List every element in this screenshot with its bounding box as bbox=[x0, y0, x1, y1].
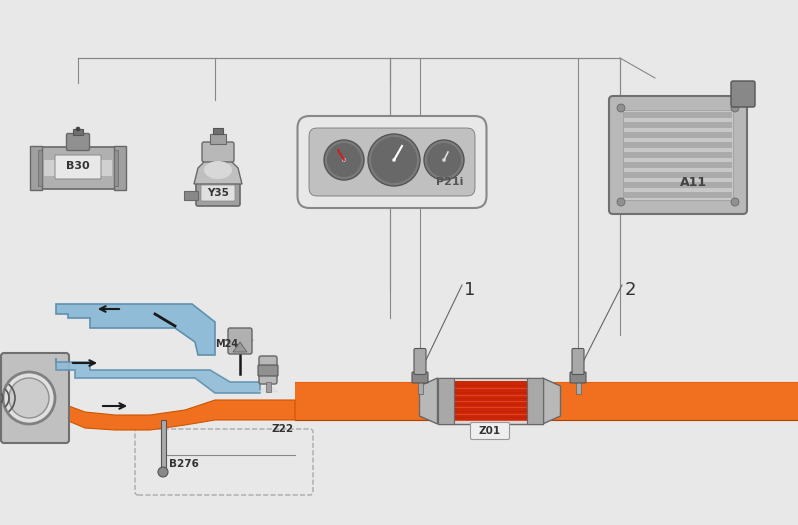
Text: Z22: Z22 bbox=[272, 424, 294, 434]
Bar bbox=[623, 110, 733, 200]
Bar bbox=[213, 128, 223, 134]
Bar bbox=[295, 382, 798, 420]
Circle shape bbox=[342, 158, 346, 162]
Text: Z01: Z01 bbox=[479, 426, 501, 436]
Bar bbox=[624, 142, 732, 148]
FancyBboxPatch shape bbox=[572, 349, 584, 374]
FancyBboxPatch shape bbox=[201, 185, 235, 201]
Bar bbox=[624, 172, 732, 178]
Bar bbox=[624, 162, 732, 168]
Text: A11: A11 bbox=[679, 176, 706, 190]
Polygon shape bbox=[258, 384, 278, 392]
Bar bbox=[184, 191, 198, 200]
Text: B276: B276 bbox=[169, 459, 199, 469]
Bar bbox=[38, 150, 42, 186]
FancyBboxPatch shape bbox=[40, 147, 116, 189]
Circle shape bbox=[327, 143, 361, 177]
FancyBboxPatch shape bbox=[228, 328, 252, 354]
Circle shape bbox=[424, 140, 464, 180]
Bar bbox=[417, 382, 422, 394]
Bar bbox=[445, 381, 535, 421]
FancyBboxPatch shape bbox=[202, 142, 234, 162]
Bar bbox=[624, 132, 732, 138]
FancyBboxPatch shape bbox=[609, 96, 747, 214]
Text: P21i: P21i bbox=[437, 177, 464, 187]
Circle shape bbox=[3, 372, 55, 424]
Polygon shape bbox=[56, 398, 295, 430]
Bar bbox=[210, 134, 226, 144]
Bar bbox=[437, 378, 453, 424]
Circle shape bbox=[427, 143, 461, 177]
FancyBboxPatch shape bbox=[412, 372, 428, 383]
FancyBboxPatch shape bbox=[66, 133, 89, 151]
Bar bbox=[114, 146, 126, 190]
FancyBboxPatch shape bbox=[258, 365, 278, 376]
Polygon shape bbox=[56, 304, 215, 355]
Polygon shape bbox=[420, 378, 437, 424]
Polygon shape bbox=[226, 340, 254, 350]
Polygon shape bbox=[194, 158, 242, 184]
FancyBboxPatch shape bbox=[309, 128, 475, 196]
Bar bbox=[624, 182, 732, 188]
Text: Y35: Y35 bbox=[207, 188, 229, 198]
FancyBboxPatch shape bbox=[471, 423, 509, 439]
Bar bbox=[527, 378, 543, 424]
Circle shape bbox=[324, 140, 364, 180]
Circle shape bbox=[617, 198, 625, 206]
Circle shape bbox=[617, 104, 625, 112]
Bar bbox=[624, 112, 732, 118]
Text: B30: B30 bbox=[66, 161, 90, 171]
Circle shape bbox=[76, 127, 80, 131]
Bar bbox=[160, 420, 165, 472]
Circle shape bbox=[392, 158, 396, 162]
Circle shape bbox=[9, 378, 49, 418]
Circle shape bbox=[731, 198, 739, 206]
Bar bbox=[30, 146, 42, 190]
Circle shape bbox=[371, 137, 417, 183]
Text: 1: 1 bbox=[464, 281, 476, 299]
Bar bbox=[73, 129, 83, 135]
FancyBboxPatch shape bbox=[298, 116, 487, 208]
FancyBboxPatch shape bbox=[196, 182, 240, 206]
FancyBboxPatch shape bbox=[414, 349, 426, 374]
Circle shape bbox=[731, 104, 739, 112]
Text: M24: M24 bbox=[215, 339, 238, 349]
Polygon shape bbox=[56, 358, 260, 393]
Bar bbox=[114, 150, 118, 186]
Bar bbox=[624, 152, 732, 158]
FancyBboxPatch shape bbox=[1, 353, 69, 443]
Bar bbox=[44, 160, 112, 176]
Bar bbox=[437, 378, 543, 424]
Bar bbox=[575, 382, 580, 394]
Text: 2: 2 bbox=[624, 281, 636, 299]
FancyBboxPatch shape bbox=[570, 372, 586, 383]
Bar bbox=[624, 192, 732, 198]
Ellipse shape bbox=[204, 161, 232, 179]
Circle shape bbox=[368, 134, 420, 186]
Circle shape bbox=[158, 467, 168, 477]
Circle shape bbox=[442, 158, 446, 162]
FancyBboxPatch shape bbox=[55, 155, 101, 179]
FancyBboxPatch shape bbox=[731, 81, 755, 107]
FancyBboxPatch shape bbox=[259, 356, 277, 384]
Polygon shape bbox=[233, 342, 247, 352]
Bar bbox=[624, 122, 732, 128]
Polygon shape bbox=[543, 378, 560, 424]
Bar bbox=[266, 382, 271, 392]
